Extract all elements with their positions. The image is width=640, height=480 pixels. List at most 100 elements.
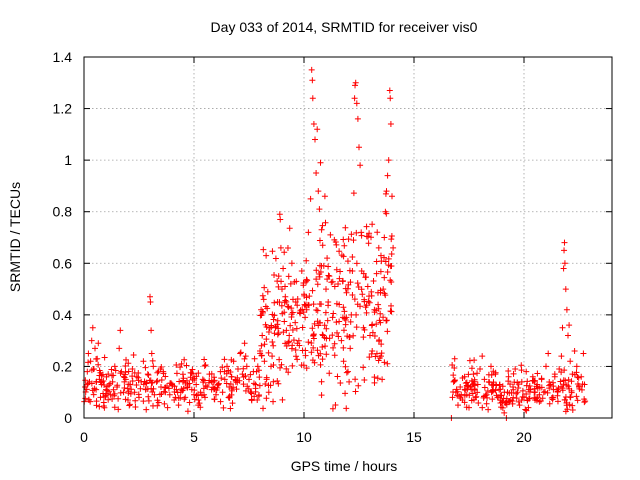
data-point <box>97 394 104 401</box>
data-point <box>290 337 297 344</box>
data-point <box>138 378 145 385</box>
data-point <box>388 236 395 243</box>
data-point <box>578 386 585 393</box>
data-point <box>481 384 488 391</box>
data-point <box>274 298 281 305</box>
data-point <box>109 396 116 403</box>
data-point <box>527 386 534 393</box>
data-point <box>242 372 249 379</box>
data-point <box>246 376 252 383</box>
x-tick-label: 20 <box>516 429 532 445</box>
data-point <box>280 265 287 272</box>
data-point <box>271 272 278 279</box>
data-point <box>312 136 318 143</box>
data-point <box>329 405 336 412</box>
data-point <box>385 157 392 164</box>
data-point <box>142 386 149 393</box>
data-point <box>333 241 340 248</box>
data-point <box>374 229 381 236</box>
data-point <box>146 377 153 384</box>
data-point <box>180 375 187 382</box>
data-point <box>109 378 116 385</box>
data-point <box>105 371 112 378</box>
data-point <box>300 282 307 289</box>
data-point <box>137 385 144 392</box>
data-point <box>377 310 384 317</box>
data-point <box>148 327 155 334</box>
data-point <box>560 265 567 272</box>
data-point <box>166 391 173 398</box>
data-point <box>534 370 541 377</box>
data-point <box>240 381 247 388</box>
data-point <box>334 373 341 380</box>
data-point <box>367 332 373 339</box>
data-point <box>219 389 226 396</box>
data-point <box>557 378 564 385</box>
data-point <box>243 363 250 370</box>
data-point <box>311 320 318 327</box>
data-point <box>158 376 165 383</box>
data-point <box>265 328 272 335</box>
data-point <box>474 370 481 377</box>
data-point <box>458 391 465 398</box>
data-point <box>202 362 209 369</box>
data-point <box>488 363 494 370</box>
data-point <box>195 370 202 377</box>
data-point <box>308 339 315 346</box>
data-point <box>529 373 536 380</box>
data-point <box>562 393 569 400</box>
data-point <box>343 405 350 412</box>
data-point <box>151 391 158 398</box>
axis-ticks: 0 5 10 15 20 0 0.2 0.4 0.6 0.8 1 1.2 1.4 <box>53 49 612 445</box>
data-point <box>90 366 97 373</box>
data-point <box>256 382 263 389</box>
data-point <box>454 392 461 399</box>
data-point <box>322 309 329 316</box>
data-point <box>453 386 460 393</box>
data-point <box>322 219 329 226</box>
data-point <box>485 378 492 385</box>
data-point <box>270 398 277 405</box>
data-point <box>365 233 372 240</box>
data-point <box>242 387 249 394</box>
data-point <box>298 268 305 275</box>
data-point <box>84 368 91 375</box>
data-point <box>230 358 237 365</box>
data-point <box>369 329 376 336</box>
data-point <box>162 389 169 396</box>
data-point <box>512 366 519 373</box>
data-point <box>177 364 184 371</box>
data-point <box>379 376 386 383</box>
data-point <box>300 362 307 369</box>
data-point <box>125 360 132 367</box>
data-point <box>183 362 190 369</box>
data-point <box>95 361 102 368</box>
data-point <box>110 386 117 393</box>
data-point <box>559 324 566 331</box>
data-point <box>332 402 339 409</box>
data-point <box>147 293 153 300</box>
data-point <box>360 364 367 371</box>
data-point <box>390 244 397 251</box>
data-point <box>98 381 105 388</box>
data-point <box>348 231 355 238</box>
data-point <box>248 389 255 396</box>
data-point <box>182 394 189 401</box>
data-point <box>357 303 364 310</box>
data-point <box>145 393 152 400</box>
data-point <box>319 343 326 350</box>
data-point <box>343 369 350 376</box>
data-point <box>85 359 92 366</box>
data-point <box>129 373 136 380</box>
data-point <box>260 405 267 412</box>
data-point <box>375 357 382 364</box>
data-point <box>107 391 114 398</box>
data-point <box>196 400 203 407</box>
data-point <box>331 283 338 290</box>
data-point <box>350 237 357 244</box>
data-point <box>286 225 293 232</box>
data-point <box>343 289 350 296</box>
data-point <box>532 389 539 396</box>
data-point <box>127 381 134 388</box>
data-point <box>279 396 286 403</box>
